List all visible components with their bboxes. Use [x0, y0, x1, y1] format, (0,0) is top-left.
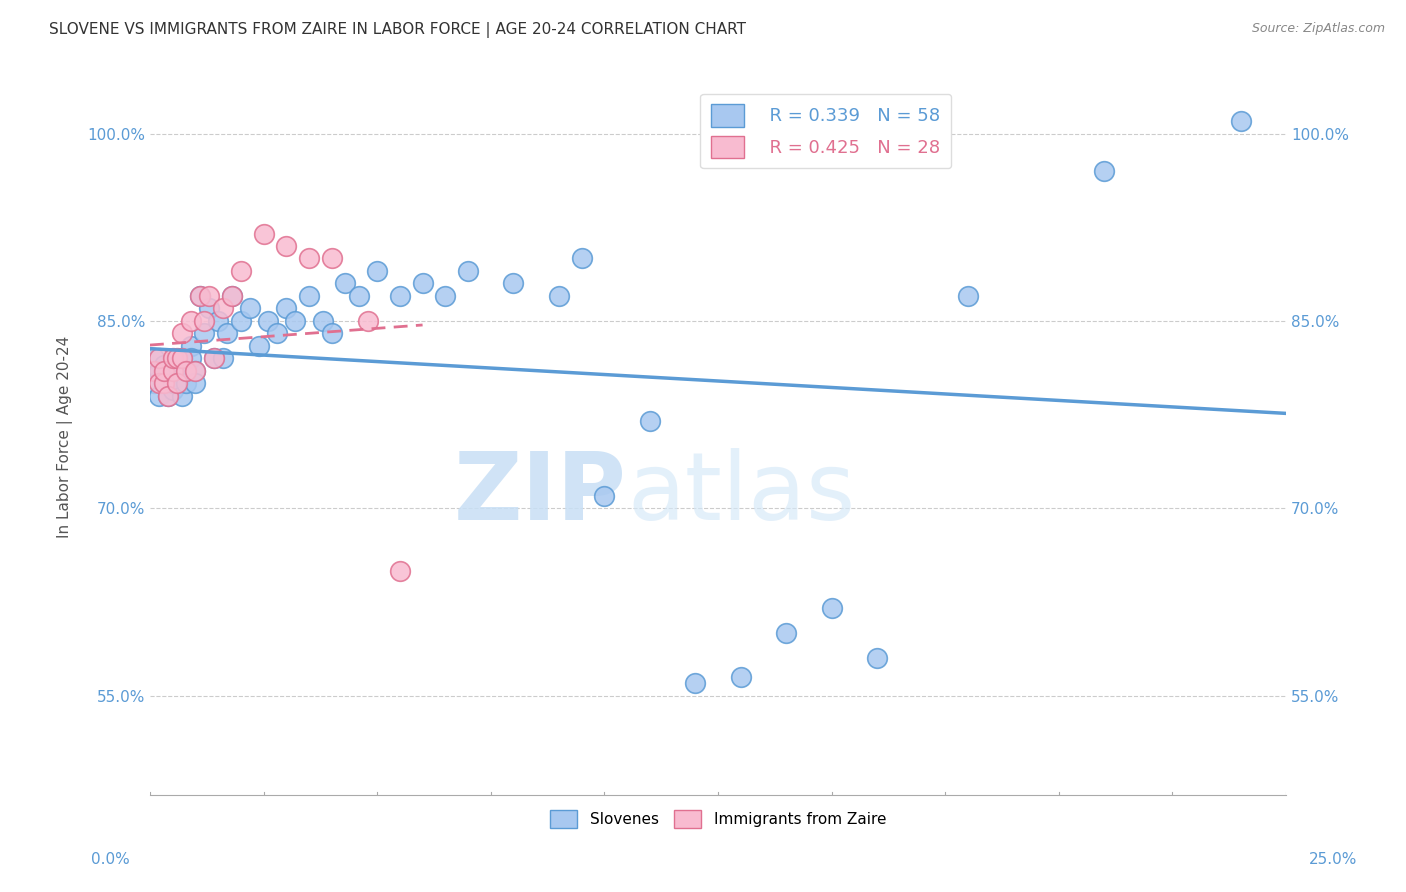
Point	[548, 289, 571, 303]
Point	[571, 252, 593, 266]
Point	[956, 289, 979, 303]
Text: atlas: atlas	[627, 448, 855, 540]
Point	[211, 301, 233, 316]
Y-axis label: In Labor Force | Age 20-24: In Labor Force | Age 20-24	[58, 335, 73, 538]
Point	[180, 339, 202, 353]
Point	[388, 289, 411, 303]
Point	[174, 376, 197, 391]
Point	[775, 626, 797, 640]
Point	[247, 339, 270, 353]
Point	[193, 326, 215, 341]
Point	[184, 364, 207, 378]
Point	[266, 326, 288, 341]
Point	[157, 364, 180, 378]
Point	[457, 264, 479, 278]
Point	[162, 351, 184, 366]
Point	[284, 314, 307, 328]
Point	[152, 358, 174, 372]
Point	[388, 564, 411, 578]
Point	[434, 289, 457, 303]
Point	[321, 326, 343, 341]
Text: Source: ZipAtlas.com: Source: ZipAtlas.com	[1251, 22, 1385, 36]
Point	[162, 383, 184, 397]
Point	[239, 301, 262, 316]
Point	[298, 289, 321, 303]
Point	[366, 264, 388, 278]
Point	[683, 676, 706, 690]
Point	[157, 389, 180, 403]
Point	[335, 277, 357, 291]
Point	[148, 351, 170, 366]
Point	[820, 601, 842, 615]
Point	[162, 376, 184, 391]
Point	[252, 227, 274, 241]
Point	[152, 376, 174, 391]
Point	[180, 351, 202, 366]
Point	[170, 389, 193, 403]
Legend: Slovenes, Immigrants from Zaire: Slovenes, Immigrants from Zaire	[544, 804, 893, 834]
Point	[170, 326, 193, 341]
Point	[180, 314, 202, 328]
Text: 0.0%: 0.0%	[91, 852, 131, 867]
Point	[143, 364, 166, 378]
Point	[207, 314, 229, 328]
Point	[143, 376, 166, 391]
Point	[221, 289, 243, 303]
Point	[166, 376, 188, 391]
Point	[202, 351, 225, 366]
Point	[198, 301, 221, 316]
Point	[184, 364, 207, 378]
Point	[321, 252, 343, 266]
Point	[162, 364, 184, 378]
Point	[193, 314, 215, 328]
Point	[347, 289, 370, 303]
Point	[188, 289, 211, 303]
Point	[174, 364, 197, 378]
Point	[311, 314, 333, 328]
Point	[148, 364, 170, 378]
Point	[148, 376, 170, 391]
Point	[730, 670, 752, 684]
Point	[143, 351, 166, 366]
Point	[174, 364, 197, 378]
Point	[638, 414, 661, 428]
Point	[221, 289, 243, 303]
Point	[198, 289, 221, 303]
Point	[276, 301, 298, 316]
Point	[157, 389, 180, 403]
Point	[170, 351, 193, 366]
Point	[257, 314, 280, 328]
Point	[152, 376, 174, 391]
Point	[170, 351, 193, 366]
Point	[412, 277, 434, 291]
Point	[188, 289, 211, 303]
Point	[1229, 114, 1251, 128]
Point	[166, 358, 188, 372]
Point	[866, 651, 889, 665]
Point	[202, 351, 225, 366]
Point	[298, 252, 321, 266]
Point	[229, 314, 252, 328]
Point	[166, 351, 188, 366]
Point	[276, 239, 298, 253]
Point	[152, 364, 174, 378]
Point	[166, 376, 188, 391]
Point	[148, 389, 170, 403]
Point	[1092, 164, 1115, 178]
Point	[211, 351, 233, 366]
Point	[593, 489, 616, 503]
Point	[229, 264, 252, 278]
Point	[184, 376, 207, 391]
Point	[217, 326, 239, 341]
Point	[502, 277, 524, 291]
Text: ZIP: ZIP	[454, 448, 627, 540]
Text: SLOVENE VS IMMIGRANTS FROM ZAIRE IN LABOR FORCE | AGE 20-24 CORRELATION CHART: SLOVENE VS IMMIGRANTS FROM ZAIRE IN LABO…	[49, 22, 747, 38]
Text: 25.0%: 25.0%	[1309, 852, 1357, 867]
Point	[357, 314, 380, 328]
